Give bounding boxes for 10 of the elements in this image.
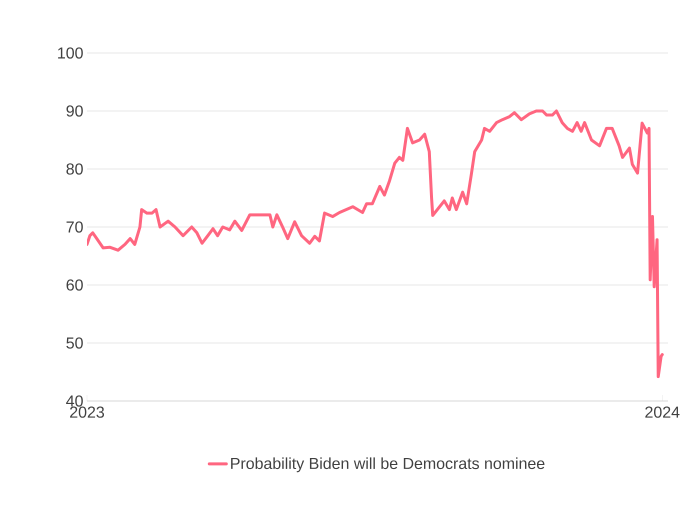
y-tick-label: 70 <box>66 221 83 233</box>
y-tick-label: 40 <box>66 395 83 407</box>
y-tick-label: 60 <box>66 279 83 291</box>
legend-label: Probability Biden will be Democrats nominee <box>231 457 544 472</box>
y-tick-label: 100 <box>58 47 83 59</box>
y-tick-label: 90 <box>66 105 83 117</box>
y-tick-label: 80 <box>66 163 83 175</box>
y-tick-label: 50 <box>66 337 83 349</box>
x-tick-label: 2024 <box>645 406 680 418</box>
x-tick-label: 2023 <box>70 406 104 418</box>
